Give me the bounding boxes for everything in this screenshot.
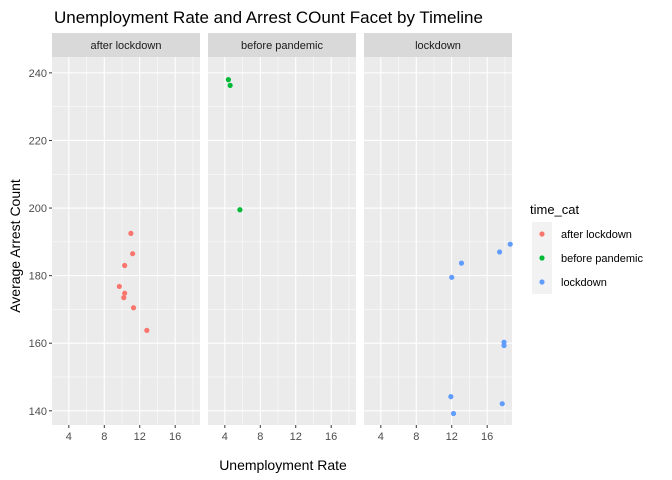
data-point bbox=[225, 77, 231, 83]
x-tick-label: 8 bbox=[101, 431, 107, 443]
data-point bbox=[130, 251, 136, 257]
y-tick-label: 180 bbox=[29, 271, 47, 283]
data-point bbox=[501, 342, 507, 349]
data-point bbox=[130, 305, 137, 311]
x-tick-label: 8 bbox=[257, 431, 263, 443]
legend: time_cat after lockdown before pandemic lo… bbox=[530, 202, 643, 294]
x-tick-label: 12 bbox=[446, 431, 458, 443]
facet-strip bbox=[208, 33, 356, 57]
x-tick-label: 12 bbox=[134, 431, 146, 443]
y-tick-label: 220 bbox=[29, 135, 47, 147]
legend-label: after lockdown bbox=[561, 229, 632, 241]
data-point bbox=[507, 241, 513, 247]
x-tick-label: 4 bbox=[222, 431, 228, 443]
facet-strip-label: before pandemic bbox=[241, 40, 323, 52]
data-point bbox=[122, 262, 128, 269]
data-point bbox=[128, 230, 134, 236]
facet-strip-label: lockdown bbox=[415, 40, 461, 52]
x-axis-title: Unemployment Rate bbox=[219, 457, 347, 473]
y-tick-label: 140 bbox=[29, 406, 47, 418]
x-tick-label: 16 bbox=[325, 431, 337, 443]
facet-panel: after lockdown 4 8 12 16 bbox=[52, 33, 200, 443]
facet-strip bbox=[52, 33, 200, 57]
legend-label: before pandemic bbox=[561, 253, 643, 265]
legend-key-point bbox=[539, 231, 545, 237]
data-point bbox=[449, 274, 455, 280]
data-point bbox=[499, 401, 505, 407]
facet-strip-label: after lockdown bbox=[91, 40, 162, 52]
data-point bbox=[144, 327, 150, 333]
data-point bbox=[121, 295, 127, 301]
facet-panel: before pandemic 4 8 12 16 bbox=[208, 33, 356, 443]
data-point bbox=[496, 249, 503, 255]
facet-plot-area bbox=[364, 57, 512, 425]
y-axis-title: Average Arrest Count bbox=[7, 179, 23, 313]
facet-strip bbox=[364, 33, 512, 57]
data-point bbox=[458, 260, 465, 266]
x-tick-label: 4 bbox=[66, 431, 72, 443]
x-tick-label: 8 bbox=[413, 431, 419, 443]
legend-title: time_cat bbox=[530, 202, 580, 217]
facet-panel: lockdown 4 8 12 16 bbox=[364, 33, 513, 443]
facet-plot-area bbox=[208, 57, 356, 425]
data-point bbox=[227, 82, 233, 88]
x-tick-label: 4 bbox=[378, 431, 384, 443]
data-point bbox=[450, 410, 457, 417]
x-tick-label: 16 bbox=[169, 431, 181, 443]
facet-plot-area bbox=[52, 57, 200, 425]
x-tick-label: 16 bbox=[481, 431, 493, 443]
chart-title: Unemployment Rate and Arrest COunt Facet… bbox=[54, 8, 483, 27]
legend-key-point bbox=[539, 279, 545, 285]
y-tick-label: 200 bbox=[29, 203, 47, 215]
y-tick-label: 160 bbox=[29, 338, 47, 350]
data-point bbox=[122, 290, 128, 296]
data-point bbox=[448, 394, 454, 400]
legend-key-point bbox=[539, 255, 545, 261]
legend-items: after lockdown before pandemic lockdown bbox=[532, 222, 643, 294]
y-tick-label: 240 bbox=[29, 68, 47, 80]
legend-label: lockdown bbox=[561, 277, 607, 289]
data-point bbox=[116, 283, 122, 290]
x-tick-label: 12 bbox=[290, 431, 302, 443]
data-point bbox=[237, 207, 243, 213]
